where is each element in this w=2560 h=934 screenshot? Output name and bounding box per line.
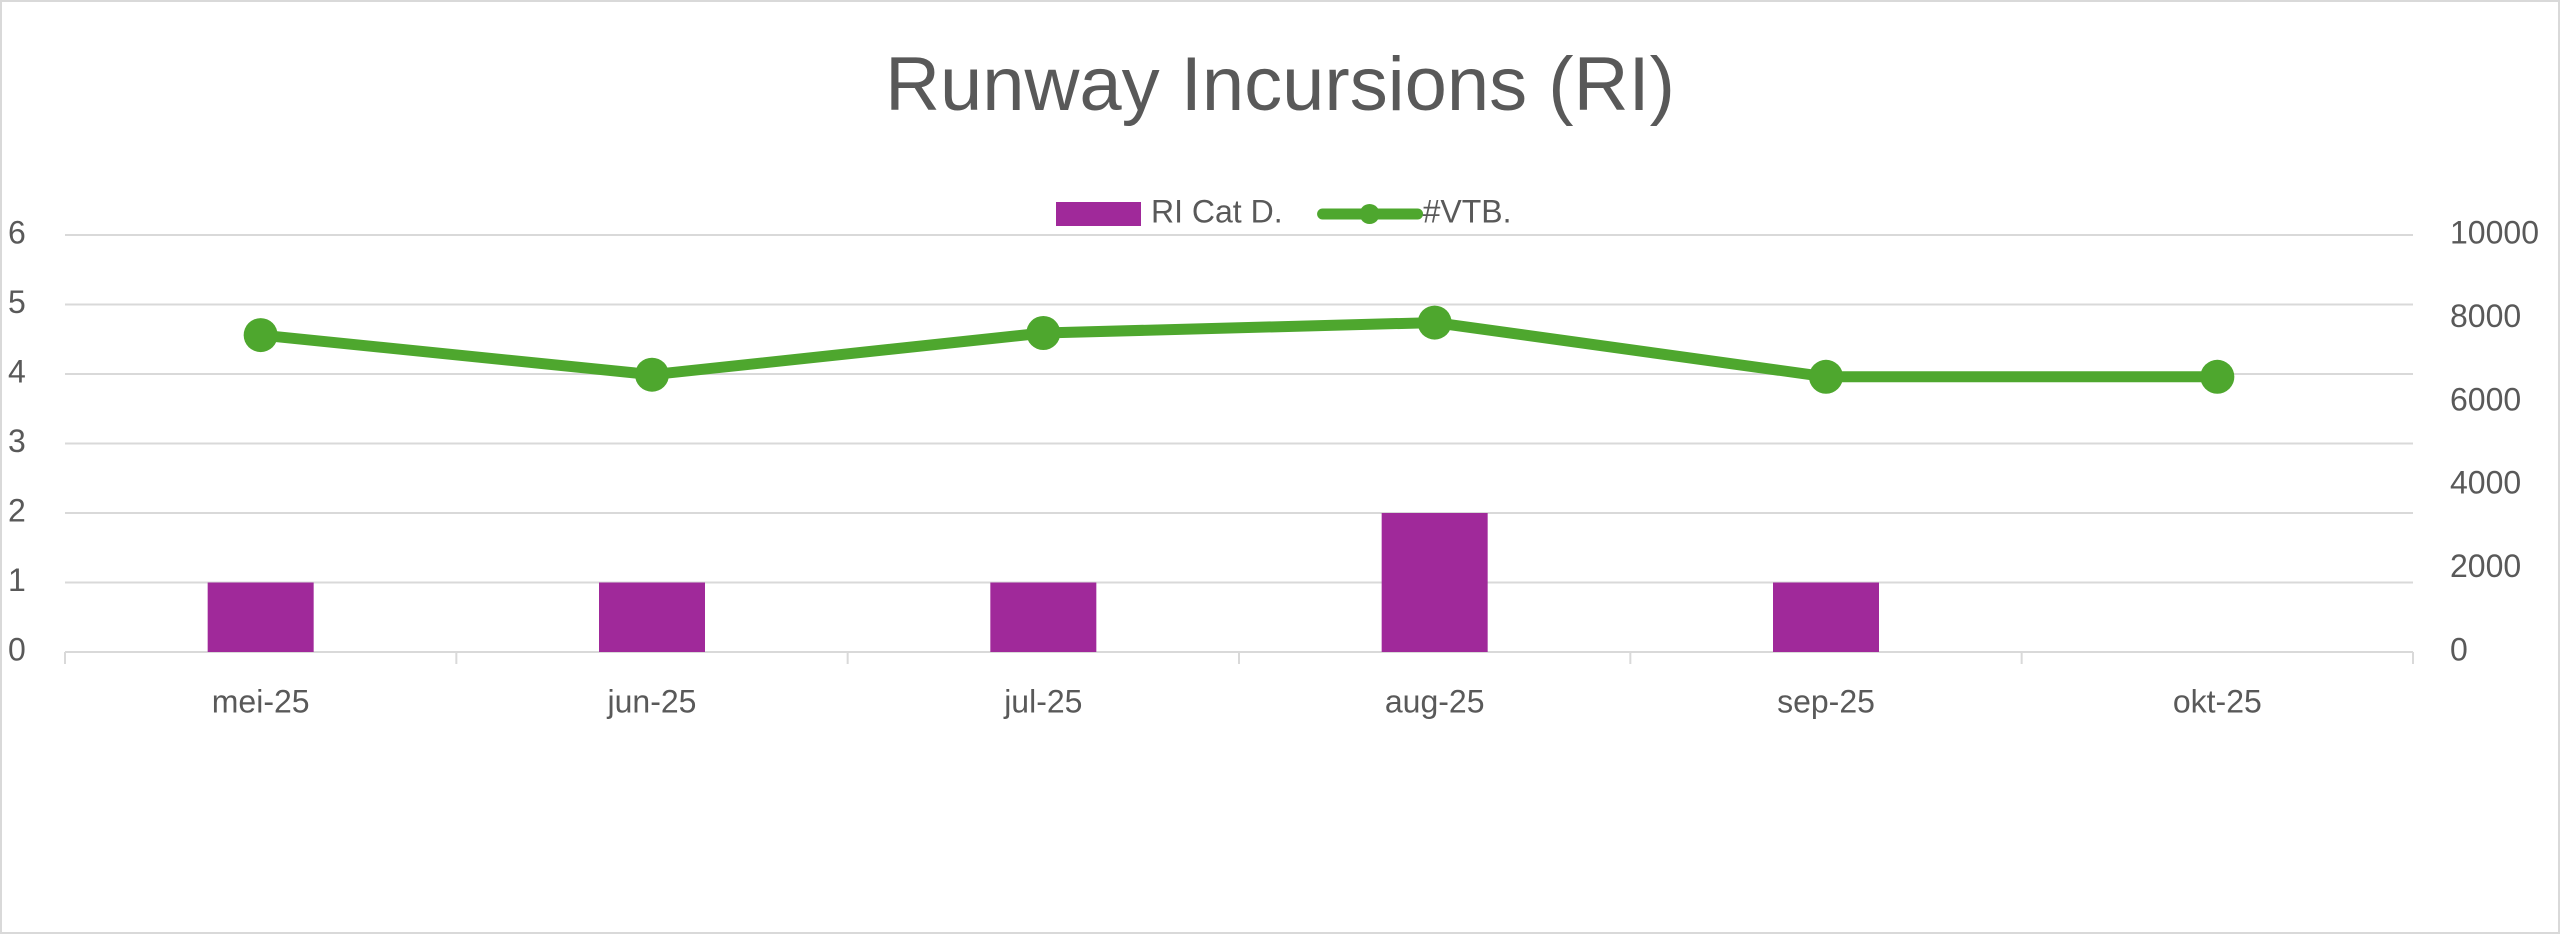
line-marker xyxy=(1026,315,1061,350)
legend-label: #VTB. xyxy=(1423,193,1512,229)
line-marker xyxy=(1809,359,1843,394)
line-marker xyxy=(635,357,669,392)
line-marker xyxy=(243,318,278,353)
y-tick-label: 1 xyxy=(8,562,26,598)
bar xyxy=(599,582,705,652)
chart-title: Runway Incursions (RI) xyxy=(885,42,1675,127)
legend-label: RI Cat D. xyxy=(1151,193,1283,229)
y-tick-label: 6 xyxy=(8,214,26,250)
x-tick-label: okt-25 xyxy=(2173,683,2262,719)
x-tick-label: jul-25 xyxy=(1003,683,1082,719)
y-tick-label: 4 xyxy=(8,353,26,389)
x-tick-label: aug-25 xyxy=(1385,683,1485,719)
bar xyxy=(207,582,314,652)
line xyxy=(260,317,2218,383)
y2-tick-label: 10000 xyxy=(2450,214,2539,250)
y2-tick-label: 4000 xyxy=(2450,465,2521,501)
y2-tick-label: 2000 xyxy=(2450,548,2521,584)
y2-tick-label: 6000 xyxy=(2450,381,2521,417)
line-marker xyxy=(2200,359,2235,394)
y-tick-label: 3 xyxy=(8,423,26,459)
bar xyxy=(1773,582,1879,652)
x-tick-label: mei-25 xyxy=(212,683,310,719)
y-tick-label: 2 xyxy=(8,492,26,528)
bar xyxy=(990,582,1097,652)
y2-tick-label: 8000 xyxy=(2450,298,2521,334)
line-marker xyxy=(1417,305,1452,340)
y-tick-label: 0 xyxy=(8,631,26,667)
legend-marker xyxy=(1359,204,1380,224)
y-tick-label: 5 xyxy=(8,284,26,320)
x-tick-label: jun-25 xyxy=(607,683,697,719)
bar xyxy=(1381,513,1488,652)
x-tick-label: sep-25 xyxy=(1777,683,1875,719)
legend-swatch xyxy=(1056,202,1141,226)
y2-tick-label: 0 xyxy=(2450,631,2468,667)
